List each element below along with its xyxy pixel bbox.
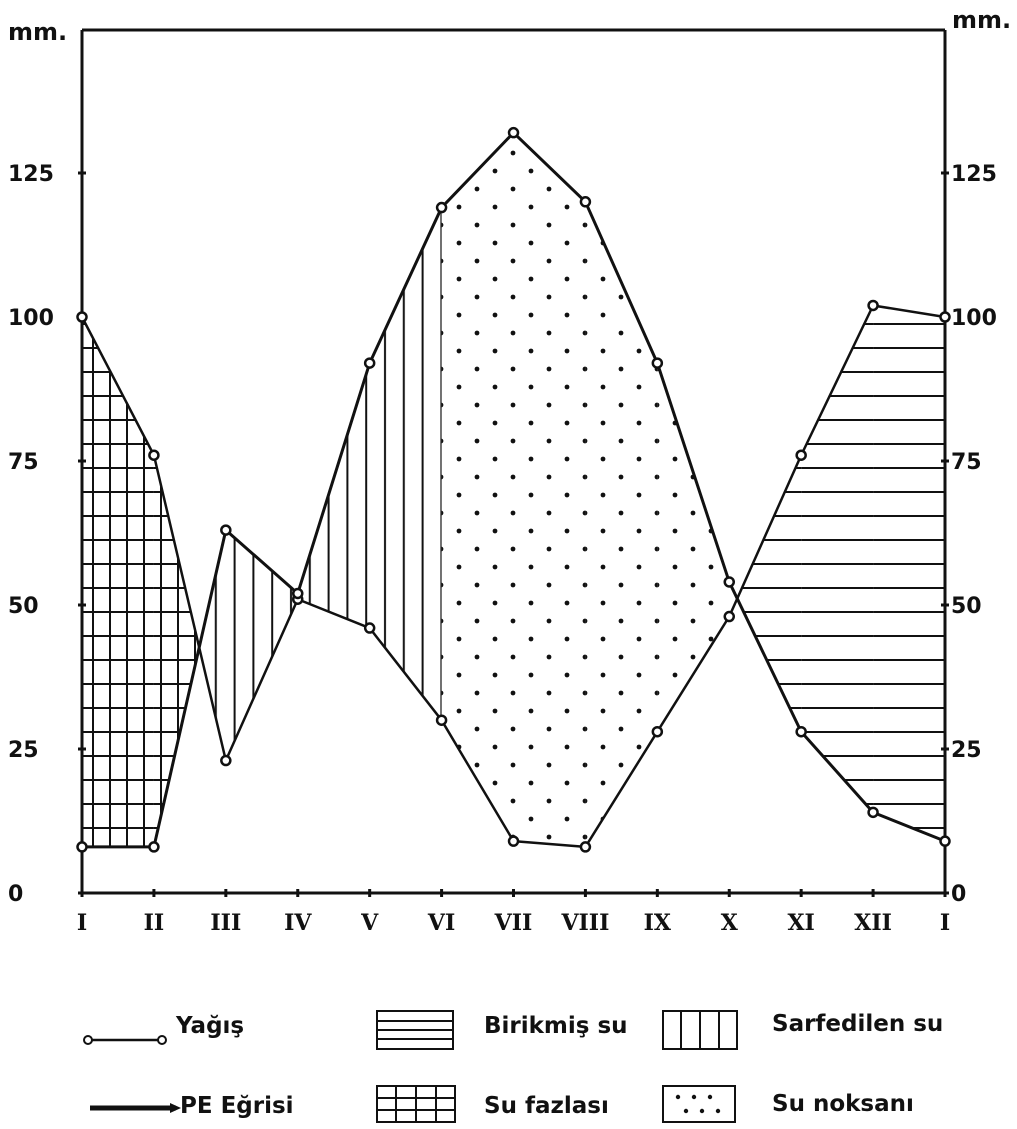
deficit-area (441, 132, 514, 842)
legend-horizontal-hatch-swatch (376, 1010, 454, 1050)
right-tick-label: 0 (951, 882, 966, 907)
month-label: I (940, 910, 950, 936)
surplus-area (82, 317, 154, 847)
data-point (867, 299, 879, 312)
left-tick-label: 0 (8, 882, 23, 907)
data-point (435, 201, 448, 214)
right-axis-unit: mm. (952, 6, 1011, 34)
right-tick-label: 50 (951, 594, 982, 619)
month-label: X (721, 910, 739, 936)
right-tick-label: 75 (951, 450, 982, 475)
legend-label-sarfedilen: Sarfedilen su (772, 1011, 944, 1037)
data-point (507, 835, 520, 847)
used-water-area (199, 530, 226, 761)
data-point (939, 311, 951, 323)
data-point (435, 714, 448, 726)
data-point (723, 576, 735, 588)
deficit-area (513, 132, 586, 847)
month-label: XI (787, 910, 814, 936)
month-label: II (144, 910, 165, 936)
month-label: IV (284, 910, 312, 936)
data-point (363, 622, 376, 634)
legend-label-birikmis: Birikmiş su (484, 1013, 628, 1039)
month-label: IX (644, 910, 672, 936)
right-tick-label: 100 (951, 306, 997, 331)
left-tick-label: 75 (8, 450, 39, 475)
data-point (723, 610, 735, 623)
series-points (76, 126, 951, 853)
left-tick-label: 125 (8, 162, 54, 187)
water-balance-areas (82, 132, 945, 847)
legend-thick-line-swatch (90, 1103, 181, 1113)
legend-label-su-fazlasi: Su fazlası (484, 1093, 609, 1119)
left-tick-label: 25 (8, 738, 39, 763)
right-tick-label: 125 (951, 162, 997, 187)
legend-label-su-noksani: Su noksanı (772, 1091, 914, 1117)
data-point (795, 449, 807, 461)
data-point (579, 196, 592, 208)
data-point (507, 126, 520, 139)
data-point (363, 357, 376, 369)
used-water-area (297, 363, 370, 629)
legend-label-pe: PE Eğrisi (180, 1093, 294, 1119)
left-tick-label: 100 (8, 306, 54, 331)
month-label: VI (427, 910, 455, 936)
data-point (651, 357, 664, 369)
right-tick-label: 25 (951, 738, 982, 763)
deficit-area (729, 581, 738, 617)
stored-water-area (737, 455, 802, 732)
legend-grid-hatch-swatch (376, 1085, 456, 1123)
deficit-area (657, 363, 730, 732)
data-point (220, 754, 232, 767)
used-water-area (369, 207, 442, 721)
stored-water-area (801, 305, 874, 813)
month-label: VII (494, 910, 533, 936)
used-water-area (225, 530, 298, 761)
data-point (220, 524, 232, 536)
data-point (76, 311, 88, 323)
deficit-area (585, 201, 658, 847)
stored-water-area (873, 305, 945, 842)
data-point (76, 841, 88, 853)
left-axis-unit: mm. (8, 18, 67, 46)
legend-dots-swatch (662, 1085, 736, 1123)
legend-label-yagis: Yağış (176, 1013, 245, 1039)
month-label: V (360, 910, 379, 936)
left-tick-label: 50 (8, 594, 39, 619)
surplus-area (153, 455, 200, 847)
data-point (148, 841, 160, 853)
data-point (579, 841, 592, 853)
data-point (148, 449, 160, 461)
data-point (939, 835, 951, 847)
legend-vertical-hatch-swatch (662, 1010, 738, 1050)
data-point (795, 725, 807, 738)
month-label: XII (854, 910, 892, 936)
data-point (292, 587, 304, 600)
data-point (867, 806, 879, 819)
month-label: I (77, 910, 87, 936)
data-point (651, 725, 664, 738)
month-label: VIII (560, 910, 609, 936)
month-label: III (210, 910, 241, 936)
legend-line-swatch (83, 1035, 167, 1045)
